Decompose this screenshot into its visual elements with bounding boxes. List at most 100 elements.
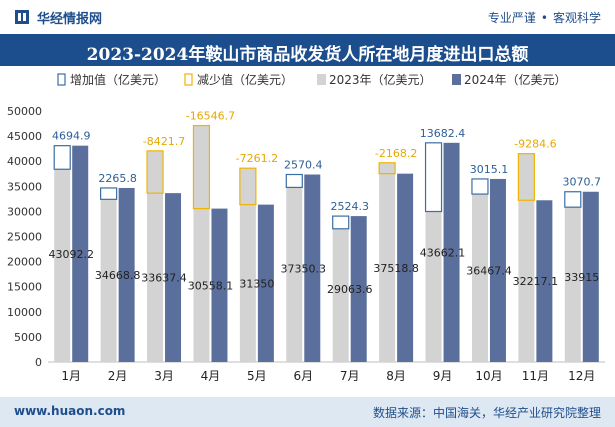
value-label-2024: 33637.4 [141, 272, 187, 285]
decrease-outline [192, 124, 211, 210]
decrease-value-label: -8421.7 [143, 135, 185, 148]
bar-2024 [211, 208, 228, 362]
footer-bar [0, 397, 615, 427]
bar-2023 [379, 162, 396, 362]
x-tick-label: 11月 [522, 369, 549, 383]
bar-2024 [489, 178, 506, 362]
y-tick-label: 20000 [7, 256, 42, 269]
increase-value-label: 3070.7 [563, 176, 602, 189]
bar-2024 [257, 204, 274, 362]
y-tick-label: 10000 [7, 306, 42, 319]
bar-2024 [582, 191, 599, 362]
bar-2023 [518, 153, 535, 362]
value-label-2024: 32217.1 [513, 275, 559, 288]
increase-value-label: 2265.8 [98, 172, 137, 185]
legend-2023-label: 2023年（亿美元） [329, 72, 432, 87]
decrease-outline [517, 153, 535, 201]
bar-2023 [286, 187, 303, 362]
increase-value-label: 2570.4 [284, 159, 323, 172]
y-tick-label: 35000 [7, 180, 42, 193]
top-bar: 华经情报网 专业严谨 • 客观科学 [0, 0, 615, 34]
x-tick-label: 5月 [247, 369, 267, 383]
decrease-value-label: -16546.7 [186, 110, 235, 123]
value-label-2024: 34668.8 [95, 269, 141, 282]
bar-2024 [304, 174, 321, 362]
y-tick-label: 15000 [7, 281, 42, 294]
legend-decrease-swatch [184, 73, 193, 86]
bar-2023 [54, 169, 71, 362]
x-tick-label: 9月 [433, 369, 453, 383]
legend-2024-swatch [452, 74, 461, 85]
bar-2023 [471, 194, 488, 362]
increase-outline [564, 191, 582, 208]
x-tick-label: 1月 [61, 369, 81, 383]
x-tick-label: 2月 [108, 369, 128, 383]
tagline-objective: 客观科学 [552, 11, 601, 25]
legend-2023-swatch [317, 74, 326, 85]
title-bar [0, 34, 615, 66]
bar-2024 [72, 145, 89, 362]
bar-2023 [100, 199, 117, 362]
increase-value-label: 13682.4 [420, 127, 466, 140]
bar-2023 [564, 207, 581, 362]
increase-outline [424, 142, 443, 213]
legend-increase-swatch [57, 73, 66, 86]
x-tick-label: 4月 [201, 369, 221, 383]
bar-2024 [118, 187, 135, 362]
increase-outline [100, 187, 118, 200]
tagline-separator: • [540, 11, 548, 25]
increase-outline [285, 173, 303, 189]
bar-chart: 0 5000 10000 15000 20000 25000 30000 35000 40000… [7, 72, 605, 383]
value-label-2024: 30558.1 [188, 279, 234, 292]
decrease-value-label: -7261.2 [236, 152, 278, 165]
increase-outline [53, 145, 71, 170]
x-tick-label: 12月 [568, 369, 595, 383]
x-tick-label: 6月 [293, 369, 313, 383]
tagline: 专业严谨 • 客观科学 [488, 9, 601, 26]
bar-2023 [332, 228, 349, 362]
bar-2024 [397, 173, 414, 362]
increase-outline [471, 178, 489, 195]
tagline-professional: 专业严谨 [487, 11, 536, 25]
decrease-outline [378, 162, 396, 175]
bar-2023 [425, 211, 442, 362]
y-tick-label: 0 [35, 356, 42, 369]
increase-value-label: 3015.1 [470, 163, 509, 176]
y-tick-label: 40000 [7, 155, 42, 168]
website-link[interactable]: www.huaon.com [14, 404, 126, 418]
brand-name: 华经情报网 [37, 12, 103, 27]
bar-2024 [165, 193, 182, 362]
y-tick-label: 50000 [7, 105, 42, 118]
x-tick-label: 7月 [340, 369, 360, 383]
huajing-logo-icon [15, 10, 29, 24]
decrease-outline [239, 167, 257, 206]
value-label-2024: 31350 [239, 277, 274, 290]
increase-outline [332, 215, 350, 230]
x-tick-label: 3月 [154, 369, 174, 383]
value-label-2024: 43092.2 [48, 248, 94, 261]
value-label-2024: 29063.6 [327, 283, 373, 296]
legend-increase-label: 增加值（亿美元） [70, 72, 166, 87]
value-label-2024: 33915 [564, 271, 599, 284]
bar-2024 [443, 142, 460, 362]
decrease-value-label: -9284.6 [514, 138, 556, 151]
increase-value-label: 2524.3 [330, 200, 369, 213]
increase-value-label: 4694.9 [52, 130, 91, 143]
bar-2023 [193, 125, 210, 362]
value-label-2024: 37518.8 [373, 262, 419, 275]
value-label-2024: 37350.3 [281, 262, 327, 275]
data-source: 数据来源：中国海关，华经产业研究院整理 [372, 406, 601, 420]
decrease-outline [146, 150, 164, 194]
y-tick-label: 25000 [7, 231, 42, 244]
legend-decrease-label: 减少值（亿美元） [197, 72, 293, 87]
x-tick-label: 10月 [475, 369, 502, 383]
bar-2023 [239, 168, 256, 362]
bar-2023 [147, 150, 164, 362]
y-tick-label: 45000 [7, 130, 42, 143]
decrease-value-label: -2168.2 [375, 147, 417, 160]
bar-2024 [536, 200, 553, 362]
y-tick-label: 30000 [7, 205, 42, 218]
legend-2024-label: 2024年（亿美元） [464, 72, 567, 87]
x-tick-label: 8月 [386, 369, 406, 383]
value-label-2024: 36467.4 [466, 264, 512, 277]
